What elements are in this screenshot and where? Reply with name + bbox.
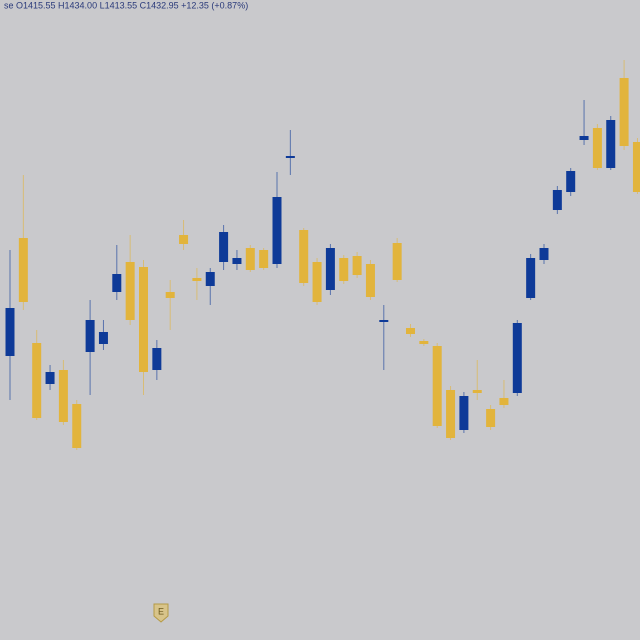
candle-body — [552, 190, 562, 210]
candle-body — [112, 274, 122, 292]
candle-body — [165, 292, 175, 298]
candle-body — [18, 238, 28, 302]
ohlc-header: se O1415.55 H1434.00 L1413.55 C1432.95 +… — [4, 0, 248, 10]
candle-body — [58, 370, 68, 422]
candle-body — [512, 323, 522, 393]
candle-body — [632, 142, 640, 192]
candle-body — [139, 267, 148, 372]
marker-label: E — [158, 606, 164, 616]
candle-body — [5, 308, 15, 356]
candle-body — [432, 346, 442, 426]
candle-body — [606, 120, 616, 168]
candle-body — [85, 320, 95, 352]
candle-body — [526, 258, 536, 298]
candle-body — [179, 235, 189, 244]
candle-body — [232, 258, 242, 264]
candle-body — [446, 390, 456, 438]
candle-body — [499, 398, 509, 405]
marker-shape — [153, 603, 169, 623]
candle-body — [365, 264, 375, 297]
candle-body — [352, 256, 362, 275]
candle-body — [486, 409, 496, 427]
candle-body — [339, 258, 349, 281]
candle-body — [472, 390, 482, 393]
candle-body — [259, 250, 269, 268]
candle-body — [566, 171, 576, 192]
candle-body — [285, 156, 295, 158]
candle-body — [72, 404, 82, 448]
candle-body — [379, 320, 389, 322]
candle-body — [245, 248, 255, 270]
candle-body — [205, 272, 215, 286]
candle-body — [192, 278, 202, 281]
candle-body — [272, 197, 282, 264]
candle-body — [406, 328, 415, 334]
candle-body — [592, 128, 602, 168]
candle-body — [219, 232, 229, 262]
candle-body — [312, 262, 322, 302]
candle-body — [32, 343, 42, 418]
candle-body — [325, 248, 335, 290]
candle-body — [579, 136, 589, 140]
candle-body — [539, 248, 549, 260]
candle-body — [419, 341, 429, 344]
marker: E — [153, 603, 169, 623]
candle-body — [459, 396, 469, 430]
candle-body — [125, 262, 135, 320]
candle-body — [619, 78, 629, 146]
candle-body — [392, 243, 402, 280]
candle-body — [45, 372, 55, 384]
candle-body — [299, 230, 309, 283]
candle-body — [98, 332, 108, 344]
candle-body — [152, 348, 162, 370]
